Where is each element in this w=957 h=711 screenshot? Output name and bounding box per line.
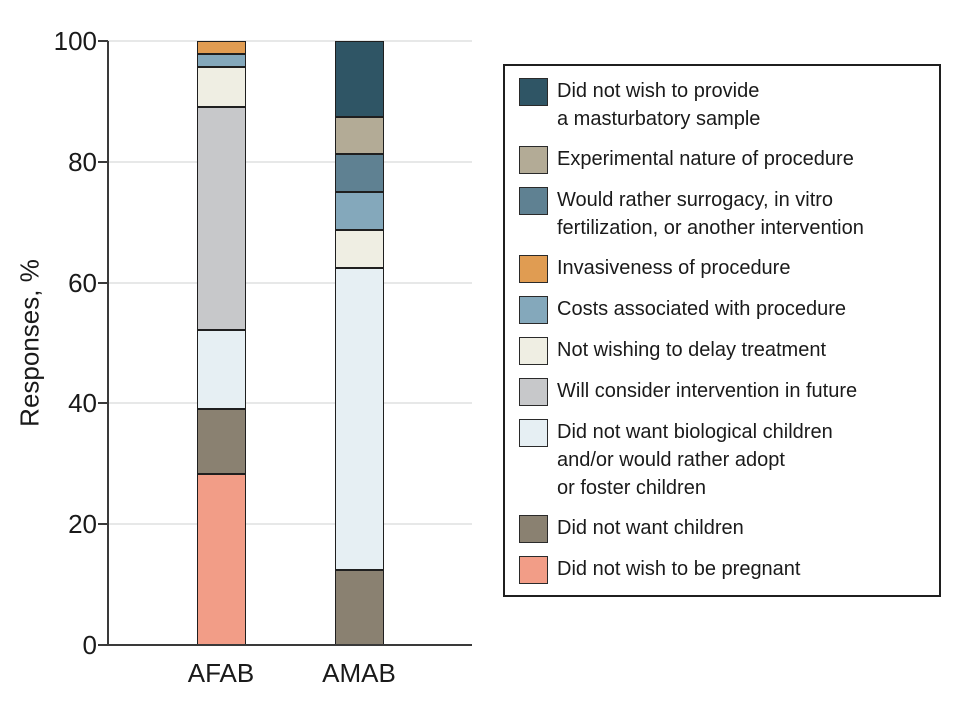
legend-item-did-not-wish-to-be-pregnant: Did not wish to be pregnant — [519, 555, 925, 584]
legend-label-line: Will consider intervention in future — [557, 380, 858, 402]
y-tick-label-40: 40 — [68, 388, 97, 419]
legend-swatch-experimental-nature-of-procedure — [519, 146, 548, 174]
legend-label: Experimental nature of procedure — [557, 145, 854, 173]
gridline-100 — [108, 40, 472, 42]
legend-item-no-biological-children-adopt-foster: Did not want biological children and/or w… — [519, 418, 925, 502]
y-tick-40 — [98, 402, 108, 405]
y-tick-label-60: 60 — [68, 267, 97, 298]
legend-item-did-not-wish-to-provide-masturbatory-sample: Did not wish to provide a masturbatory sa… — [519, 77, 925, 133]
y-tick-100 — [98, 40, 108, 42]
legend-label-line: Would rather surrogacy, in vitro — [557, 189, 834, 211]
legend-swatch-will-consider-intervention-in-future — [519, 378, 548, 406]
legend-swatch-did-not-want-children — [519, 515, 548, 543]
legend-label-line: or foster children — [557, 477, 706, 499]
legend-label-line: Experimental nature of procedure — [557, 148, 854, 170]
legend-item-will-consider-intervention-in-future: Will consider intervention in future — [519, 377, 925, 406]
legend: Did not wish to provide a masturbatory sa… — [503, 64, 941, 597]
legend-item-did-not-want-children: Did not want children — [519, 514, 925, 543]
legend-label: Did not wish to provide a masturbatory sa… — [557, 77, 760, 133]
y-tick-80 — [98, 160, 108, 163]
legend-item-not-wishing-to-delay-treatment: Not wishing to delay treatment — [519, 336, 925, 365]
legend-label: Costs associated with procedure — [557, 295, 846, 323]
legend-label-line: Did not want biological children — [557, 421, 833, 443]
legend-label: Did not want children — [557, 514, 744, 542]
bar-segment-costs-associated-with-procedure — [197, 54, 246, 68]
legend-label-line: Did not want children — [557, 517, 744, 539]
y-axis-line — [107, 41, 109, 645]
bar-afab — [197, 41, 246, 645]
legend-label: Would rather surrogacy, in vitro fertiliz… — [557, 186, 864, 242]
bar-segment-not-wishing-to-delay-treatment — [197, 67, 246, 107]
gridline-60 — [108, 281, 472, 284]
gridline-80 — [108, 160, 472, 163]
legend-label: Will consider intervention in future — [557, 377, 857, 405]
bar-segment-invasiveness-of-procedure — [197, 41, 246, 55]
legend-item-would-rather-surrogacy-ivf-other: Would rather surrogacy, in vitro fertiliz… — [519, 186, 925, 242]
y-tick-label-80: 80 — [68, 146, 97, 177]
bar-segment-no-biological-children-adopt-foster — [197, 329, 246, 409]
legend-label-line: Costs associated with procedure — [557, 298, 847, 320]
plot-area — [98, 40, 472, 646]
bar-amab — [335, 41, 384, 645]
y-tick-label-0: 0 — [82, 630, 97, 660]
legend-label: Did not wish to be pregnant — [557, 555, 801, 583]
legend-item-costs-associated-with-procedure: Costs associated with procedure — [519, 295, 925, 324]
x-axis-line — [107, 644, 472, 646]
bar-segment-did-not-want-children — [197, 408, 246, 475]
legend-item-experimental-nature-of-procedure: Experimental nature of procedure — [519, 145, 925, 174]
legend-swatch-invasiveness-of-procedure — [519, 255, 548, 283]
bar-segment-not-wishing-to-delay-treatment — [335, 229, 384, 268]
legend-swatch-not-wishing-to-delay-treatment — [519, 337, 548, 365]
bar-segment-would-rather-surrogacy-ivf-other — [335, 154, 384, 192]
y-tick-label-100: 100 — [53, 26, 97, 56]
bar-segment-will-consider-intervention-in-future — [197, 106, 246, 330]
legend-label: Invasiveness of procedure — [557, 254, 790, 282]
y-tick-20 — [98, 523, 108, 526]
legend-label-line: Not wishing to delay treatment — [557, 339, 827, 361]
bar-segment-experimental-nature-of-procedure — [335, 116, 384, 155]
legend-swatch-did-not-wish-to-be-pregnant — [519, 556, 548, 584]
y-tick-label-20: 20 — [68, 509, 97, 540]
bar-segment-did-not-wish-to-provide-masturbatory-sample — [335, 41, 384, 117]
legend-label-line: fertilization, or another intervention — [557, 217, 864, 239]
legend-label-line: Did not wish to be pregnant — [557, 558, 801, 580]
legend-label-line: Invasiveness of procedure — [557, 257, 791, 279]
bar-segment-did-not-wish-to-be-pregnant — [197, 474, 246, 645]
legend-item-invasiveness-of-procedure: Invasiveness of procedure — [519, 254, 925, 283]
legend-label-line: a masturbatory sample — [557, 108, 761, 130]
legend-swatch-no-biological-children-adopt-foster — [519, 419, 548, 447]
bar-segment-no-biological-children-adopt-foster — [335, 267, 384, 570]
x-category-label-afab: AFAB — [187, 658, 255, 688]
bar-segment-did-not-want-children — [335, 569, 384, 645]
y-tick-0 — [98, 644, 108, 646]
y-tick-60 — [98, 281, 108, 284]
legend-label: Did not want biological children and/or w… — [557, 418, 833, 502]
legend-label-line: and/or would rather adopt — [557, 449, 785, 471]
gridline-40 — [108, 402, 472, 405]
legend-label: Not wishing to delay treatment — [557, 336, 826, 364]
gridline-20 — [108, 523, 472, 526]
legend-swatch-would-rather-surrogacy-ivf-other — [519, 187, 548, 215]
legend-swatch-did-not-wish-to-provide-masturbatory-sample — [519, 78, 548, 106]
legend-swatch-costs-associated-with-procedure — [519, 296, 548, 324]
bar-segment-costs-associated-with-procedure — [335, 192, 384, 230]
legend-label-line: Did not wish to provide — [557, 80, 760, 102]
x-category-label-amab: AMAB — [322, 658, 396, 688]
